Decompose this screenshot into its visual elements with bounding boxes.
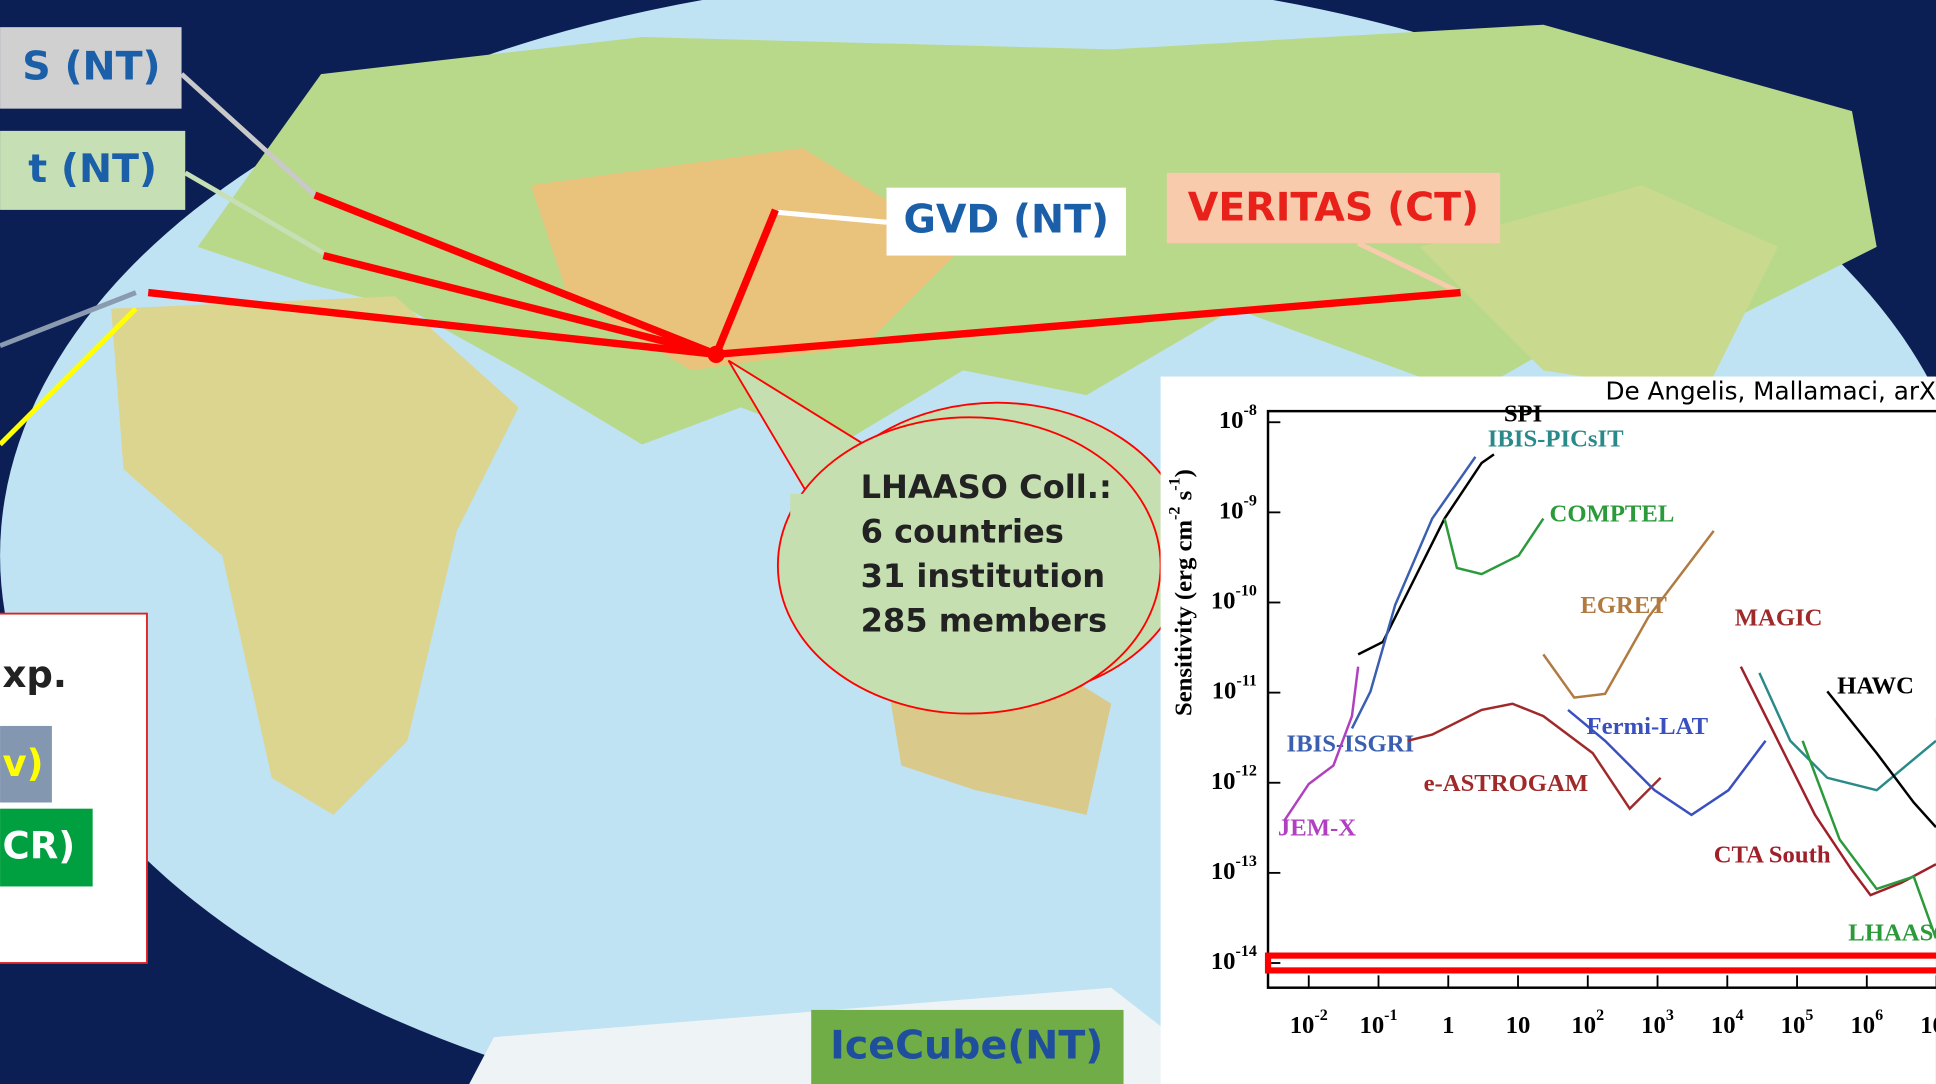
curve-label: Fermi-LAT: [1587, 713, 1709, 740]
label: IceCube(NT): [830, 1023, 1103, 1069]
tick-exp: 3: [1666, 1007, 1674, 1024]
axis-label-part: ): [1170, 469, 1197, 477]
slide: LHAASO Coll.: 6 countries 31 institution 28…: [0, 0, 1936, 1084]
tick-base: 10: [1359, 1012, 1384, 1039]
tick-exp: -14: [1236, 943, 1257, 960]
legend-title: xp.: [3, 653, 67, 696]
label: GVD (NT): [903, 197, 1109, 243]
curve-label: IBIS-ISGRI: [1287, 730, 1415, 757]
tick-base: 10: [1211, 767, 1236, 794]
tick-base: 10: [1211, 587, 1236, 614]
curve-label: IBIS-PICsIT: [1488, 425, 1624, 452]
lhaaso-site: [707, 346, 724, 363]
tick-exp: -13: [1236, 852, 1257, 869]
axis-label-part: -2: [1166, 507, 1183, 520]
label: S (NT): [22, 44, 160, 90]
tick-base: 10: [1920, 1012, 1936, 1039]
tick-base: 10: [1290, 1012, 1315, 1039]
tick-label: 10: [1506, 1012, 1531, 1039]
curve-label: MAGIC: [1735, 604, 1823, 631]
tick-base: 10: [1211, 858, 1236, 885]
tick-exp: -10: [1236, 582, 1257, 599]
axis-label-part: s: [1170, 491, 1197, 507]
label: VERITAS (CT): [1188, 184, 1479, 230]
tick-base: 10: [1212, 677, 1237, 704]
curve-label: SPI: [1504, 401, 1542, 428]
tick-exp: -8: [1244, 402, 1257, 419]
tick-base: 10: [1850, 1012, 1875, 1039]
tick-base: 1: [1442, 1012, 1454, 1039]
tick-label: 107: [1920, 1007, 1936, 1039]
curve-label: JEM-X: [1278, 814, 1356, 841]
axis-label-part: -1: [1166, 477, 1183, 490]
tick-label: 1: [1442, 1012, 1454, 1039]
callout-line: 285 members: [861, 601, 1107, 639]
curve-label: CTA South: [1714, 842, 1831, 869]
legend-item: CR): [3, 825, 76, 868]
tick-base: 10: [1641, 1012, 1666, 1039]
tick-base: 10: [1506, 1012, 1531, 1039]
page: LHAASO Coll.: 6 countries 31 institution 28…: [0, 0, 1936, 1084]
curve-label: e-ASTROGAM: [1424, 770, 1589, 797]
callout-line: 6 countries: [861, 512, 1064, 550]
curve-label: HAWC: [1837, 672, 1914, 699]
callout-line: 31 institution: [861, 557, 1106, 595]
tick-base: 10: [1781, 1012, 1806, 1039]
tick-exp: 6: [1875, 1007, 1883, 1024]
callout-join: [790, 494, 839, 543]
tick-base: 10: [1219, 497, 1244, 524]
label: t (NT): [28, 146, 157, 192]
tick-base: 10: [1219, 407, 1244, 434]
tick-exp: 5: [1805, 1007, 1813, 1024]
tick-base: 10: [1711, 1012, 1736, 1039]
legend-item: v): [3, 742, 44, 785]
tick-base: 10: [1211, 948, 1236, 975]
tick-base: 10: [1571, 1012, 1596, 1039]
tick-exp: -9: [1244, 492, 1257, 509]
inset: [1161, 377, 1936, 1084]
y-axis-label: Sensitivity (erg cm-2 s-1): [1166, 469, 1197, 716]
callout-line: LHAASO Coll.:: [861, 468, 1112, 506]
tick-exp: -2: [1314, 1007, 1327, 1024]
inset-credit: De Angelis, Mallamaci, arX: [1605, 377, 1936, 406]
curve-label: COMPTEL: [1550, 501, 1675, 528]
curve-label: LHAASC: [1848, 919, 1936, 946]
axis-label-part: Sensitivity (erg cm: [1170, 520, 1197, 717]
tick-exp: 4: [1736, 1007, 1744, 1024]
tick-exp: -12: [1236, 762, 1257, 779]
tick-exp: 2: [1596, 1007, 1604, 1024]
tick-exp: -11: [1236, 672, 1257, 689]
tick-exp: -1: [1384, 1007, 1397, 1024]
curve-label: EGRET: [1580, 592, 1667, 619]
